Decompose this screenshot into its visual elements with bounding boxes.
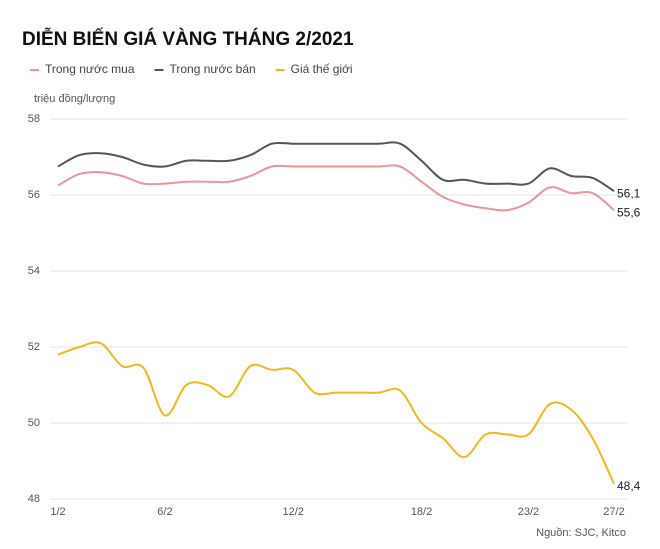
y-tick-label: 58 [28,113,40,125]
series-line [57,164,615,212]
data-label: 48,4 [617,479,641,493]
series-line [57,141,615,193]
x-tick-label: 1/2 [50,506,65,518]
data-label: 55,6 [617,205,641,219]
chart-title: DIỄN BIẾN GIÁ VÀNG THÁNG 2/2021 [22,28,354,50]
legend-label: Giá thế giới [291,62,353,76]
y-tick-label: 50 [28,417,40,429]
x-tick-label: 27/2 [603,506,624,518]
y-tick-label: 48 [28,493,40,505]
x-tick-label: 12/2 [283,506,304,518]
y-tick-label: 56 [28,189,40,201]
series-line [57,341,615,485]
data-label: 56,1 [617,186,641,200]
legend-label: Trong nước bán [170,62,256,76]
x-tick-label: 6/2 [157,506,172,518]
y-tick-label: 54 [28,265,40,277]
legend-label: Trong nước mua [45,62,135,76]
y-tick-label: 52 [28,341,40,353]
y-axis-label: triệu đồng/lượng [34,93,115,105]
x-tick-label: 23/2 [518,506,539,518]
source: Nguồn: SJC, Kitco [536,527,626,539]
x-tick-label: 18/2 [411,506,432,518]
